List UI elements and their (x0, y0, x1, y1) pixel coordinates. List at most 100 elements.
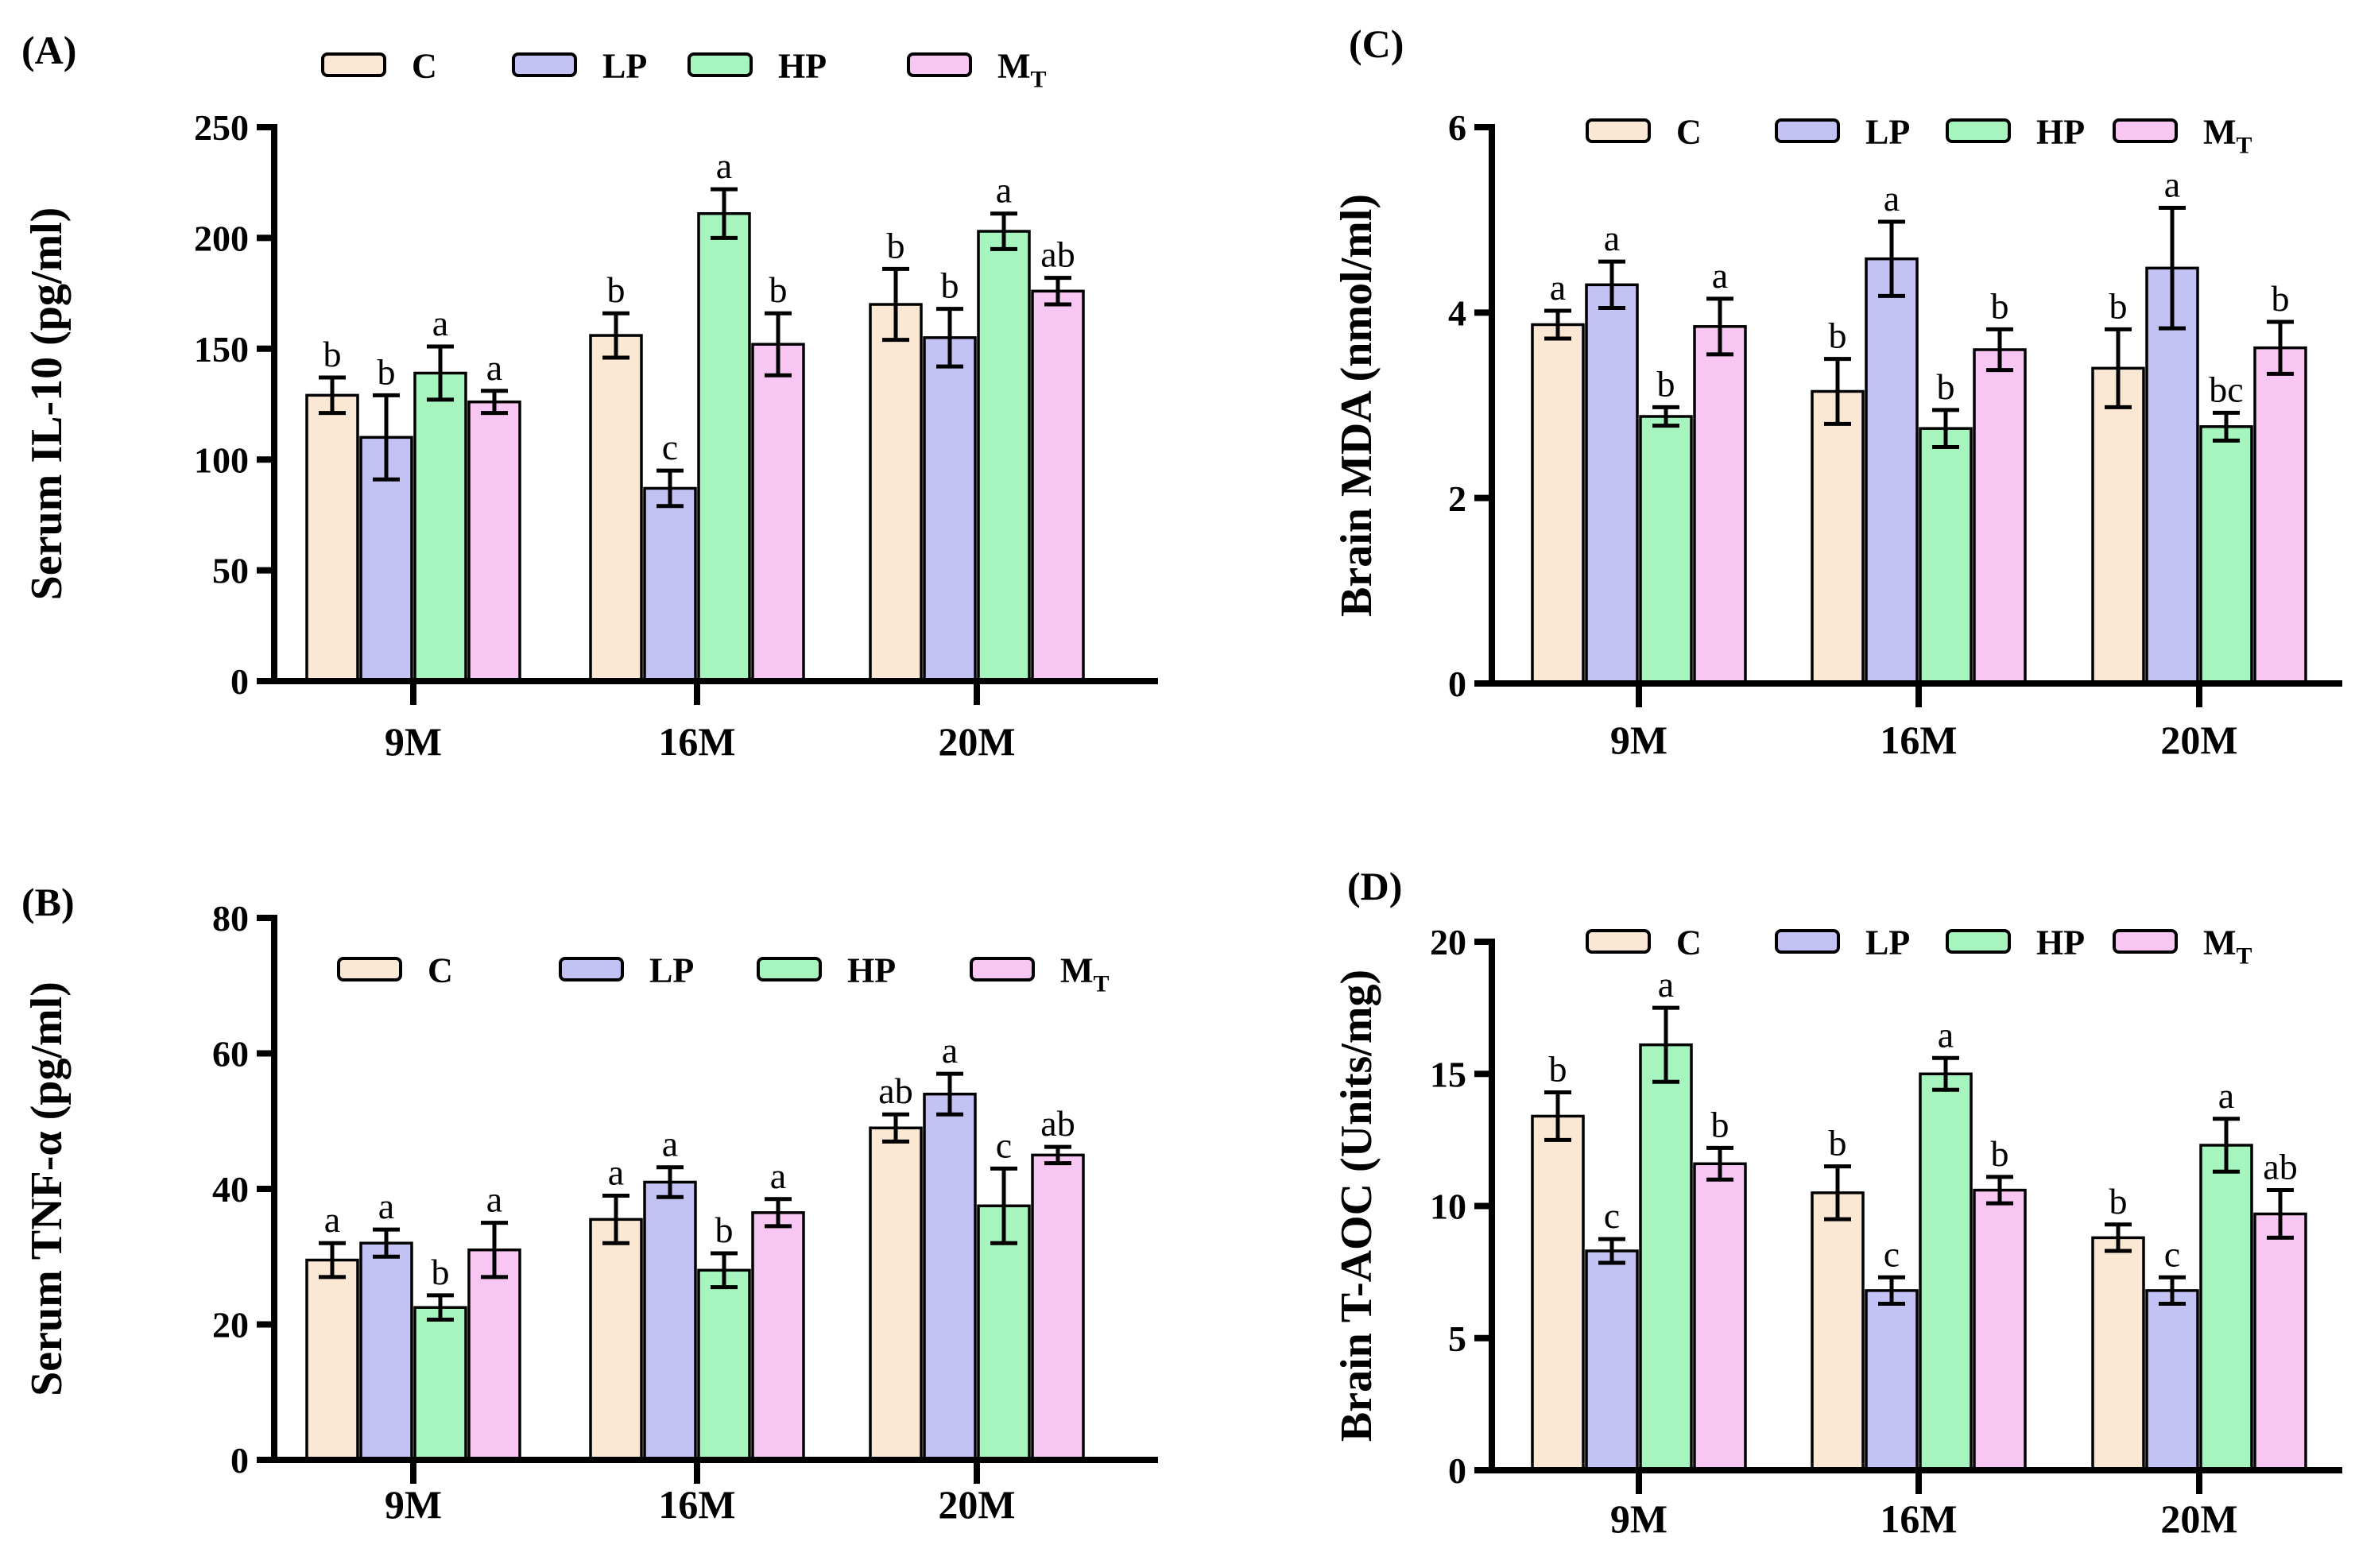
group-label-A-20M: 20M (938, 719, 1015, 764)
sig-letter-D-HP-20M: a (2218, 1075, 2234, 1116)
legend-label-D-MT: MT (2203, 923, 2252, 969)
error-bar-A-C-16M (602, 311, 629, 360)
bar-A-C-9M (305, 393, 359, 683)
y-axis-title-D: Brain T-AOC (Units/mg) (1332, 970, 1381, 1442)
sig-letter-C-LP-9M: a (1604, 218, 1620, 258)
sig-letter-B-LP-20M: a (942, 1030, 958, 1070)
sig-letter-C-HP-16M: b (1937, 366, 1955, 407)
y-tick-label-D-0: 0 (1448, 1450, 1466, 1491)
error-bar-B-C-20M (882, 1112, 909, 1144)
legend-swatch-D-HP (1946, 929, 2011, 954)
bar-A-C-20M (869, 303, 923, 683)
error-bar-D-HP-20M (2213, 1117, 2240, 1174)
error-bar-A-HP-16M (711, 187, 738, 240)
y-tick-label-D-5: 5 (1448, 1318, 1466, 1359)
y-tick-label-D-20: 20 (1430, 922, 1466, 962)
y-tick-label-C-2: 2 (1448, 478, 1466, 519)
error-bar-A-MT-20M (1044, 276, 1071, 307)
sig-letter-B-C-16M: a (608, 1152, 624, 1193)
y-tick-label-A-150: 150 (194, 329, 249, 370)
bar-A-HP-9M (413, 371, 467, 683)
legend-label-D-LP: LP (1865, 923, 1910, 962)
legend-swatch-C-MT (2113, 118, 2178, 143)
sig-letter-D-MT-16M: b (1991, 1133, 2009, 1174)
bar-D-C-20M (2091, 1236, 2145, 1472)
error-bar-B-C-16M (602, 1194, 629, 1245)
error-bar-D-MT-9M (1706, 1145, 1733, 1182)
sig-letter-D-C-20M: b (2109, 1181, 2128, 1221)
bar-A-LP-20M (923, 336, 977, 683)
group-label-B-9M: 9M (385, 1482, 442, 1527)
sig-letter-C-C-9M: a (1550, 267, 1566, 308)
error-bar-D-LP-9M (1598, 1237, 1625, 1265)
legend-swatch-D-MT (2113, 929, 2178, 954)
error-bar-A-C-20M (882, 266, 909, 343)
sig-letter-C-MT-20M: b (2272, 278, 2290, 319)
error-bar-A-C-9M (319, 375, 346, 416)
legend-label-A-C: C (412, 46, 437, 85)
legend-swatch-A-MT (907, 52, 972, 77)
error-bar-C-HP-20M (2213, 410, 2240, 443)
error-bar-D-MT-20M (2267, 1188, 2294, 1240)
sig-letter-D-C-16M: b (1829, 1123, 1847, 1163)
legend-label-A-MT: MT (997, 46, 1047, 92)
legend-swatch-C-C (1586, 118, 1651, 143)
legend-swatch-A-HP (688, 52, 753, 77)
y-axis-title-B: Serum TNF-α (pg/ml) (22, 981, 72, 1396)
group-label-A-9M: 9M (385, 719, 442, 764)
error-bar-D-C-9M (1544, 1090, 1571, 1142)
error-bar-C-HP-16M (1932, 408, 1959, 449)
sig-letter-A-LP-16M: c (662, 427, 678, 467)
y-tick-label-B-40: 40 (212, 1169, 249, 1210)
error-bar-D-MT-16M (1986, 1175, 2013, 1206)
group-label-B-16M: 16M (658, 1482, 735, 1527)
bar-D-MT-9M (1693, 1162, 1747, 1472)
bar-A-MT-9M (467, 400, 521, 683)
legend-swatch-C-HP (1946, 118, 2011, 143)
legend-swatch-A-C (321, 52, 386, 77)
legend-label-C-MT: MT (2203, 112, 2252, 158)
error-bar-D-HP-16M (1932, 1055, 1959, 1092)
sig-letter-B-HP-9M: b (432, 1252, 450, 1292)
sig-letter-A-C-20M: b (887, 225, 905, 265)
legend-label-C-HP: HP (2036, 112, 2085, 151)
bar-A-MT-20M (1031, 289, 1085, 683)
bar-D-MT-16M (1973, 1188, 2027, 1472)
sig-letter-C-MT-9M: a (1712, 255, 1728, 296)
panel-A: (A) Serum IL-10 (pg/ml) b b b b c b a a a a b ab 0 50… (12, 8, 1172, 850)
error-bar-B-LP-9M (373, 1227, 400, 1259)
panel-B: (B) Serum TNF-α (pg/ml) a a ab a a a b b c a a ab 0 2… (12, 858, 1172, 1568)
bar-A-HP-20M (977, 230, 1031, 683)
y-tick-label-B-0: 0 (230, 1440, 249, 1481)
error-bar-A-LP-20M (936, 307, 963, 369)
sig-letter-A-HP-16M: a (716, 145, 732, 186)
y-tick-label-A-200: 200 (194, 219, 249, 259)
error-bar-A-MT-16M (765, 311, 792, 377)
sig-letter-B-MT-9M: a (486, 1179, 502, 1220)
bar-A-C-16M (589, 334, 643, 683)
legend-label-A-LP: LP (602, 46, 647, 85)
bar-C-HP-20M (2199, 425, 2253, 685)
bar-B-LP-20M (923, 1092, 977, 1462)
error-bar-C-C-20M (2105, 327, 2132, 409)
bar-C-MT-16M (1973, 348, 2027, 685)
bar-A-LP-16M (643, 486, 697, 683)
legend-swatch-D-C (1586, 929, 1651, 954)
sig-letter-B-C-9M: a (324, 1199, 340, 1240)
error-bar-C-MT-16M (1986, 327, 2013, 373)
legend-label-B-HP: HP (847, 950, 896, 989)
sig-letter-A-HP-20M: a (996, 170, 1012, 211)
sig-letter-A-LP-9M: b (378, 351, 396, 392)
y-tick-label-B-80: 80 (212, 898, 249, 939)
bar-C-C-16M (1811, 389, 1865, 685)
sig-letter-C-LP-20M: a (2164, 165, 2180, 205)
bar-A-MT-16M (751, 343, 805, 683)
sig-letter-A-HP-9M: a (432, 303, 448, 343)
bar-C-LP-9M (1585, 283, 1639, 685)
bar-B-C-9M (305, 1258, 359, 1462)
sig-letter-C-MT-16M: b (1991, 285, 2009, 326)
panel-label-B: (B) (21, 880, 75, 924)
